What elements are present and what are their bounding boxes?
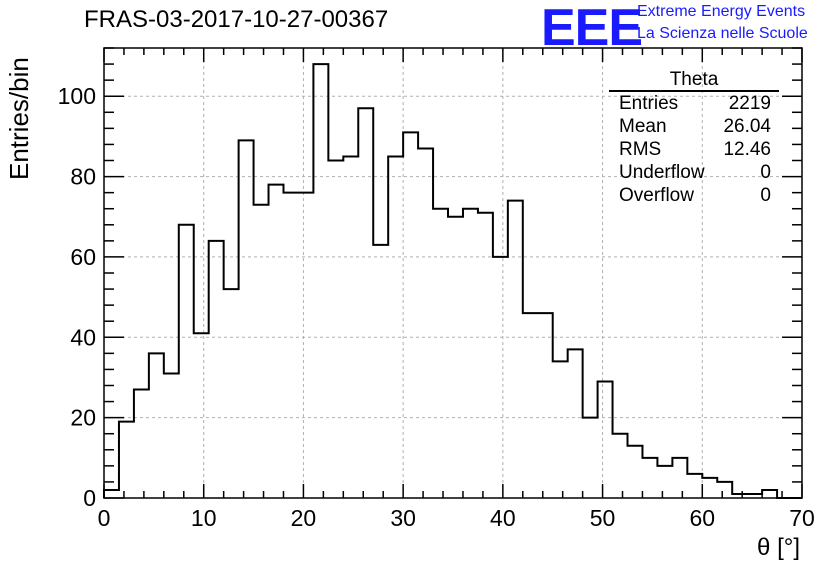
grid-lines xyxy=(104,48,802,498)
histogram-bin xyxy=(762,490,777,498)
x-tick-label: 30 xyxy=(390,505,416,531)
stats-value: 0 xyxy=(760,162,771,183)
chart-title: FRAS-03-2017-10-27-00367 xyxy=(84,6,389,33)
histogram-bin xyxy=(717,482,732,498)
histogram-bin xyxy=(298,193,313,498)
histogram-bin xyxy=(313,64,328,498)
stats-value: 0 xyxy=(760,185,771,206)
stats-box: Theta Entries 2219 Mean 26.04 RMS 12.46 … xyxy=(609,70,779,207)
x-tick-label: 20 xyxy=(291,505,317,531)
histogram-bin xyxy=(583,418,598,498)
histogram-bin xyxy=(403,132,418,498)
histogram-bin xyxy=(269,185,284,498)
histogram-bin xyxy=(508,201,523,498)
y-tick-label: 0 xyxy=(83,485,96,511)
stats-row-overflow: Overflow 0 xyxy=(609,184,779,207)
stats-row-entries: Entries 2219 xyxy=(609,92,779,115)
axis-tick-labels: 0 10 20 30 40 50 60 70 0 20 40 60 80 100 xyxy=(58,83,815,531)
histogram-bin xyxy=(538,313,553,498)
stats-value: 2219 xyxy=(728,93,771,114)
histogram-step-line xyxy=(103,63,802,499)
x-tick-label: 60 xyxy=(689,505,715,531)
histogram-bin xyxy=(672,458,687,498)
histogram-bin xyxy=(448,217,463,498)
y-tick-label: 20 xyxy=(70,405,96,431)
histogram-bin xyxy=(642,458,657,498)
stats-value: 12.46 xyxy=(723,139,771,160)
histogram-bin xyxy=(687,474,702,498)
histogram-bin xyxy=(463,209,478,498)
histogram-bin xyxy=(478,213,493,498)
histogram-bin xyxy=(328,161,343,499)
stats-label: RMS xyxy=(619,139,662,160)
histogram-bin xyxy=(702,478,717,498)
histogram-bin xyxy=(433,209,448,498)
y-axis-label: Entries/bin xyxy=(4,57,34,180)
x-tick-label: 50 xyxy=(590,505,616,531)
x-tick-label: 40 xyxy=(490,505,516,531)
histogram-series xyxy=(103,63,802,499)
histogram-bin xyxy=(628,446,643,498)
histogram-bin xyxy=(553,361,568,498)
x-tick-label: 0 xyxy=(98,505,111,531)
eee-logo: EEE xyxy=(541,0,643,57)
stats-value: 26.04 xyxy=(723,116,771,137)
histogram-bin xyxy=(134,390,149,498)
x-axis-label: θ [°] xyxy=(757,534,800,561)
histogram-bin xyxy=(657,466,672,498)
stats-label: Mean xyxy=(619,116,667,137)
histogram-bin xyxy=(343,156,358,498)
stats-label: Underflow xyxy=(619,162,705,183)
x-tick-label: 70 xyxy=(789,505,815,531)
stats-row-rms: RMS 12.46 xyxy=(609,138,779,161)
histogram-bin xyxy=(358,108,373,498)
histogram-bin xyxy=(224,289,239,498)
histogram-bin xyxy=(149,353,164,498)
y-tick-label: 60 xyxy=(70,244,96,270)
histogram-bin xyxy=(104,490,119,498)
histogram-bin xyxy=(418,148,433,498)
logo-line-2: La Scienza nelle Scuole xyxy=(637,25,808,42)
histogram-bin xyxy=(373,245,388,498)
histogram-bin xyxy=(164,373,179,498)
stats-title: Theta xyxy=(609,70,779,92)
y-tick-label: 40 xyxy=(70,324,96,350)
histogram-bin xyxy=(194,333,209,498)
logo-line-1: Extreme Energy Events xyxy=(637,3,806,20)
histogram-bin xyxy=(388,156,403,498)
histogram-bin xyxy=(283,193,298,498)
stats-row-mean: Mean 26.04 xyxy=(609,115,779,138)
x-tick-label: 10 xyxy=(191,505,217,531)
histogram-bin xyxy=(568,349,583,498)
stats-label: Overflow xyxy=(619,185,694,206)
histogram-bin xyxy=(119,422,134,498)
histogram-bin xyxy=(493,257,508,498)
histogram-bin xyxy=(613,434,628,498)
histogram-bin xyxy=(179,225,194,498)
histogram-bin xyxy=(254,205,269,498)
histogram-bin xyxy=(209,241,224,498)
histogram-bin xyxy=(598,381,613,498)
stats-row-underflow: Underflow 0 xyxy=(609,161,779,184)
histogram-bin xyxy=(523,313,538,498)
histogram-bin xyxy=(239,140,254,498)
y-tick-label: 100 xyxy=(58,83,96,109)
axis-ticks xyxy=(103,47,803,499)
y-tick-label: 80 xyxy=(70,164,96,190)
stats-label: Entries xyxy=(619,93,679,114)
